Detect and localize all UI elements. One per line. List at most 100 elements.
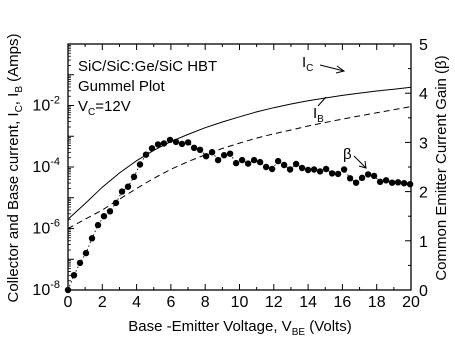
- x-tick-label: 6: [166, 294, 175, 311]
- beta-data-point: [244, 160, 252, 167]
- beta-data-point: [142, 151, 150, 158]
- tick-base: 10: [32, 159, 50, 176]
- beta-data-point: [154, 141, 162, 148]
- beta-data-point: [298, 164, 306, 172]
- beta-data-point: [406, 181, 414, 188]
- arrowhead-ic: [335, 65, 346, 74]
- ic-series-line: [67, 86, 412, 220]
- ib-series-line: [67, 106, 412, 229]
- beta-data-point: [394, 179, 402, 186]
- y-right-tick-label: 5: [419, 37, 428, 54]
- label-ib: IB: [313, 105, 324, 125]
- x-axis-title: Base -Emitter Voltage, VBE (Volts): [128, 318, 351, 337]
- beta-data-point: [124, 183, 132, 190]
- beta-data-point: [256, 158, 264, 166]
- beta-data-point: [88, 235, 96, 242]
- label-ic-name: I: [302, 54, 306, 71]
- beta-data-point: [388, 179, 396, 186]
- tick-exponent: -2: [50, 95, 60, 107]
- beta-data-point: [190, 144, 198, 151]
- beta-data-point: [226, 150, 234, 157]
- x-tick-label: 16: [334, 294, 352, 311]
- x-tick-label: 18: [368, 294, 386, 311]
- x-tick-label: 14: [299, 294, 317, 311]
- beta-data-point: [262, 163, 270, 171]
- right-y-axis-title: Common Emitter Current Gain (β): [433, 55, 450, 280]
- x-axis-title-sub: BE: [292, 327, 306, 337]
- x-tick-label: 8: [201, 294, 210, 311]
- x-tick-label: 0: [64, 294, 73, 311]
- left-y-axis-title-s1: C: [14, 105, 25, 112]
- beta-data-point: [292, 160, 300, 168]
- annotation-vc-letter: V: [78, 98, 88, 115]
- beta-data-point: [118, 188, 126, 195]
- y-right-tick-label: 0: [419, 283, 428, 300]
- annotation-vc: VC=12V: [78, 98, 131, 118]
- beta-data-point: [70, 272, 78, 279]
- beta-data-point: [250, 156, 258, 164]
- beta-data-point: [376, 178, 384, 185]
- tick-exponent: -4: [50, 156, 60, 168]
- annotation-vc-sub: C: [88, 107, 95, 118]
- beta-data-point: [196, 146, 204, 153]
- label-ib-sub: B: [317, 114, 324, 125]
- beta-data-point: [346, 175, 354, 182]
- arrowhead-beta: [358, 160, 367, 169]
- beta-data-point: [166, 136, 174, 144]
- beta-data-point: [274, 157, 282, 165]
- series-layer: [64, 86, 414, 294]
- y-right-tick-label: 2: [419, 185, 428, 202]
- beta-data-point: [76, 259, 84, 267]
- label-ic: IC: [302, 54, 313, 74]
- beta-data-point: [106, 208, 114, 215]
- x-axis-title-main: Base -Emitter Voltage, V: [128, 318, 291, 335]
- y-right-tick-label: 4: [419, 86, 428, 103]
- beta-data-point: [310, 166, 318, 173]
- tick-base: 10: [32, 221, 50, 238]
- beta-data-point: [94, 221, 102, 229]
- x-tick-label: 12: [265, 294, 283, 311]
- beta-data-point: [238, 156, 246, 164]
- beta-data-point: [100, 213, 108, 220]
- beta-data-point: [202, 153, 210, 160]
- y-left-tick-label: 10-2: [32, 95, 60, 115]
- tick-base: 10: [32, 98, 50, 115]
- beta-data-point: [352, 179, 360, 186]
- y-right-tick-label: 3: [419, 135, 428, 152]
- arrow-ic: [319, 64, 345, 72]
- beta-data-point: [208, 149, 216, 156]
- beta-data-point: [334, 170, 342, 178]
- beta-data-point: [370, 172, 378, 180]
- label-ib-name: I: [313, 105, 317, 122]
- left-y-axis: 10-810-610-410-2: [32, 43, 74, 299]
- beta-data-point: [148, 145, 156, 152]
- y-left-tick-label: 10-8: [32, 279, 60, 299]
- label-ic-sub: C: [306, 63, 313, 74]
- beta-data-point: [136, 161, 144, 168]
- tick-exponent: -8: [50, 279, 60, 291]
- x-axis-title-unit: (Volts): [305, 318, 352, 335]
- beta-data-point: [112, 199, 120, 207]
- annotation-plot-type: Gummel Plot: [78, 78, 166, 95]
- beta-data-point: [328, 170, 336, 177]
- beta-data-point: [286, 166, 294, 173]
- beta-data-point: [220, 152, 228, 159]
- beta-data-point: [214, 156, 222, 164]
- beta-data-point: [268, 165, 276, 173]
- beta-series-line: [67, 139, 411, 291]
- left-y-axis-title-s2: B: [14, 86, 25, 93]
- beta-data-point: [304, 166, 312, 174]
- beta-data-point: [64, 286, 72, 294]
- arrow-ib: [317, 96, 327, 107]
- annotation-vc-value: =12V: [95, 98, 130, 115]
- beta-data-point: [358, 174, 366, 181]
- tick-exponent: -6: [50, 218, 60, 230]
- beta-data-point: [178, 140, 186, 148]
- beta-data-point: [172, 138, 180, 146]
- left-y-axis-title-p3: (Amps): [5, 33, 22, 86]
- y-right-tick-label: 1: [419, 234, 428, 251]
- beta-data-point: [322, 165, 330, 173]
- x-tick-label: 20: [402, 294, 420, 311]
- beta-data-point: [340, 166, 348, 173]
